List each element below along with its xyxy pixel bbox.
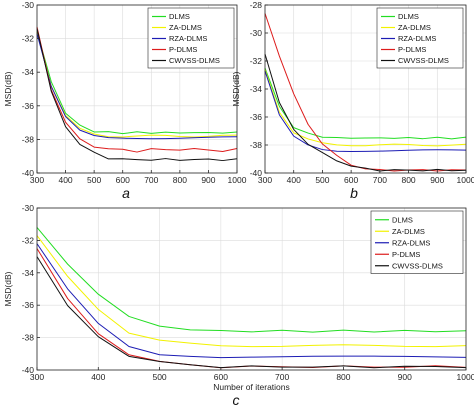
y-tick-label-b-0: -40 bbox=[250, 168, 263, 178]
x-tick-label-c-2: 500 bbox=[152, 372, 166, 382]
x-tick-label-a-5: 800 bbox=[173, 175, 187, 185]
x-tick-label-b-3: 600 bbox=[344, 175, 358, 185]
panel-label-a: a bbox=[122, 185, 130, 201]
series-line-c-dlms bbox=[36, 227, 467, 333]
legend-entry-a-3: P-DLMS bbox=[169, 45, 197, 54]
series-line-a-cwvss-dlms bbox=[36, 28, 238, 162]
legend-a: DLMS ZA-DLMS RZA-DLMS P-DLMS CWVSS-DLMS bbox=[147, 7, 235, 69]
series-line-c-za-dlms bbox=[36, 235, 467, 348]
series-line-a-dlms bbox=[36, 31, 238, 135]
legend-entry-b-2: RZA-DLMS bbox=[398, 34, 436, 43]
y-tick-label-a-3: -34 bbox=[22, 67, 35, 77]
x-tick-label-b-5: 800 bbox=[401, 175, 415, 185]
series-line-b-dlms bbox=[264, 67, 467, 140]
panel-label-b: b bbox=[350, 185, 358, 201]
x-tick-label-c-6: 900 bbox=[398, 372, 412, 382]
x-tick-label-a-7: 1000 bbox=[228, 175, 247, 185]
x-tick-label-b-6: 900 bbox=[430, 175, 444, 185]
x-tick-label-c-5: 800 bbox=[336, 372, 350, 382]
y-axis-label-c: MSD(dB) bbox=[3, 271, 13, 306]
legend-entry-b-0: DLMS bbox=[398, 12, 419, 21]
y-tick-label-c-1: -38 bbox=[22, 333, 35, 343]
legend-entry-a-0: DLMS bbox=[169, 12, 190, 21]
x-tick-label-c-3: 600 bbox=[214, 372, 228, 382]
legend-b: DLMS ZA-DLMS RZA-DLMS P-DLMS CWVSS-DLMS bbox=[376, 7, 464, 69]
chart-b: 300 400 500 600 700 800 900 1000-40-38-36-34-32… bbox=[231, 0, 474, 185]
legend-entry-c-2: RZA-DLMS bbox=[392, 238, 430, 247]
chart-a: 300 400 500 600 700 800 900 1000 -40 -38 -36 -34 -32… bbox=[3, 0, 247, 185]
y-tick-label-c-2: -36 bbox=[22, 300, 35, 310]
legend-entry-c-1: ZA-DLMS bbox=[392, 227, 425, 236]
y-tick-label-b-1: -38 bbox=[250, 140, 263, 150]
x-tick-label-c-7: 1000 bbox=[457, 372, 474, 382]
legend-entry-b-4: CWVSS-DLMS bbox=[398, 56, 449, 65]
x-axis-label-c: Number of iterations bbox=[213, 382, 290, 392]
y-tick-label-b-4: -32 bbox=[250, 56, 263, 66]
axes-frame-c bbox=[36, 207, 467, 371]
series-line-a-za-dlms bbox=[36, 31, 238, 138]
y-axis-label-a: MSD(dB) bbox=[3, 71, 13, 106]
x-tick-label-a-4: 700 bbox=[144, 175, 158, 185]
y-tick-label-a-5: -30 bbox=[22, 0, 35, 10]
legend-entry-b-3: P-DLMS bbox=[398, 45, 426, 54]
series-line-a-rza-dlms bbox=[36, 33, 238, 140]
x-tick-label-b-7: 1000 bbox=[457, 175, 474, 185]
y-tick-label-c-0: -40 bbox=[22, 365, 35, 375]
series-line-b-rza-dlms bbox=[264, 70, 467, 152]
legend-entry-c-4: CWVSS-DLMS bbox=[392, 261, 443, 270]
x-tick-label-a-0: 300 bbox=[30, 175, 44, 185]
x-tick-label-c-1: 400 bbox=[91, 372, 105, 382]
legend-entry-a-1: ZA-DLMS bbox=[169, 23, 202, 32]
chart-c: 300 400 500 600 700 800 900 1000 -40 -38 -36 -34 -32… bbox=[3, 203, 474, 392]
y-tick-label-b-6: -28 bbox=[250, 0, 263, 10]
legend-entry-c-0: DLMS bbox=[392, 215, 413, 224]
x-tick-label-b-4: 700 bbox=[373, 175, 387, 185]
y-axis-label-b: MSD(dB) bbox=[231, 71, 241, 106]
y-tick-label-a-1: -38 bbox=[22, 134, 35, 144]
y-tick-label-a-2: -36 bbox=[22, 101, 35, 111]
y-tick-label-c-4: -32 bbox=[22, 235, 35, 245]
legend-entry-a-4: CWVSS-DLMS bbox=[169, 56, 220, 65]
series-line-c-rza-dlms bbox=[36, 243, 467, 359]
y-tick-label-b-3: -34 bbox=[250, 84, 263, 94]
legend-entry-c-3: P-DLMS bbox=[392, 250, 420, 259]
x-tick-label-b-2: 500 bbox=[315, 175, 329, 185]
y-tick-label-a-0: -40 bbox=[22, 168, 35, 178]
x-tick-label-c-4: 700 bbox=[275, 372, 289, 382]
legend-c: DLMS ZA-DLMS RZA-DLMS P-DLMS CWVSS-DLMS bbox=[370, 210, 464, 274]
legend-entry-a-2: RZA-DLMS bbox=[169, 34, 207, 43]
legend-entry-b-1: ZA-DLMS bbox=[398, 23, 431, 32]
y-tick-label-c-3: -34 bbox=[22, 268, 35, 278]
x-tick-label-a-2: 500 bbox=[87, 175, 101, 185]
series-line-a-p-dlms bbox=[36, 26, 238, 153]
x-tick-label-c-0: 300 bbox=[30, 372, 44, 382]
y-tick-label-a-4: -32 bbox=[22, 34, 35, 44]
y-tick-label-c-5: -30 bbox=[22, 203, 35, 213]
x-tick-label-a-3: 600 bbox=[116, 175, 130, 185]
x-tick-label-a-1: 400 bbox=[58, 175, 72, 185]
y-tick-label-b-5: -30 bbox=[250, 28, 263, 38]
series-line-c-cwvss-dlms bbox=[36, 256, 467, 369]
x-tick-label-b-0: 300 bbox=[258, 175, 272, 185]
x-tick-label-b-1: 400 bbox=[287, 175, 301, 185]
series-line-b-cwvss-dlms bbox=[264, 53, 467, 172]
axes-frame-a bbox=[36, 4, 238, 174]
panel-label-c: c bbox=[233, 392, 240, 408]
series-line-b-p-dlms bbox=[264, 13, 467, 172]
y-tick-label-b-2: -36 bbox=[250, 112, 263, 122]
x-tick-label-a-6: 900 bbox=[201, 175, 215, 185]
